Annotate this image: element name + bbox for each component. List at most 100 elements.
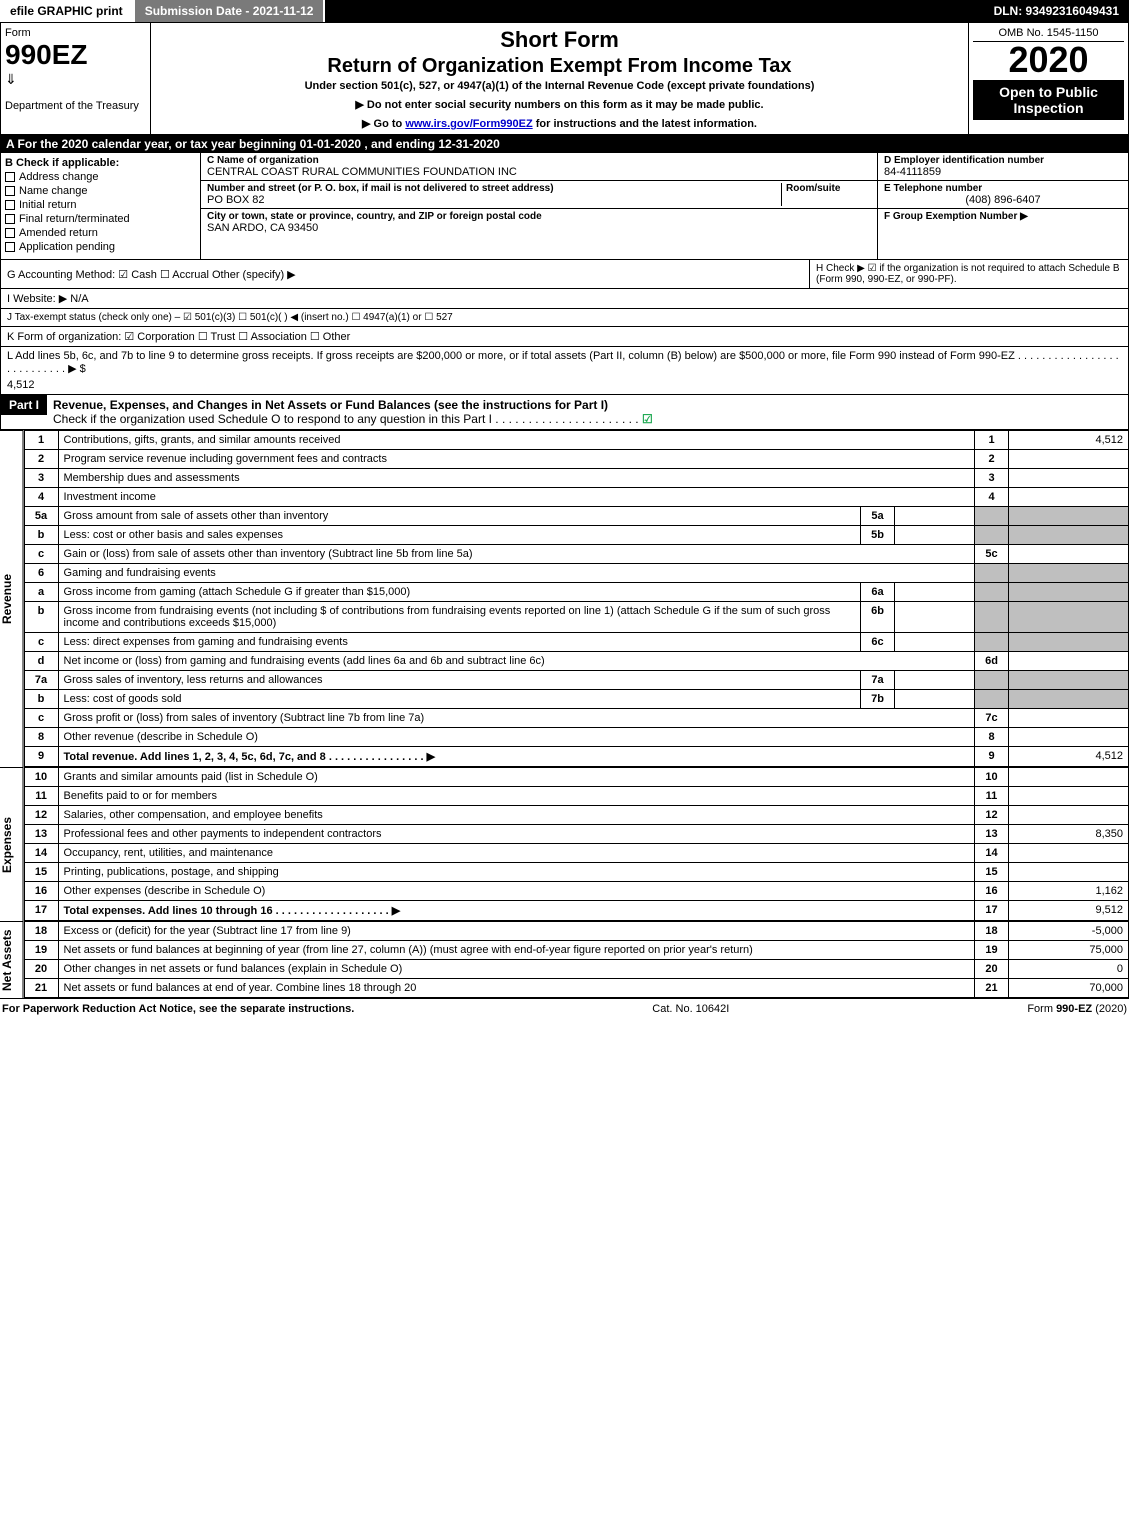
chk-initial[interactable] (5, 200, 15, 210)
title: Short Form (159, 27, 960, 53)
row-number: b (24, 602, 58, 633)
row-desc: Gross amount from sale of assets other t… (58, 507, 860, 526)
row-number: 19 (24, 941, 58, 960)
phone: (408) 896-6407 (884, 194, 1122, 206)
table-row: 13Professional fees and other payments t… (24, 825, 1128, 844)
footer-right: Form 990-EZ (2020) (1027, 1003, 1127, 1015)
amount (1009, 545, 1129, 564)
c-addr-lbl: Number and street (or P. O. box, if mail… (207, 183, 781, 194)
line-ref: 8 (975, 728, 1009, 747)
amount: 4,512 (1009, 747, 1129, 767)
d-lbl: D Employer identification number (884, 155, 1122, 166)
box-def: D Employer identification number 84-4111… (878, 153, 1128, 259)
revenue-side-label: Revenue (0, 430, 24, 767)
chk-amended[interactable] (5, 228, 15, 238)
part1-title: Revenue, Expenses, and Changes in Net As… (47, 395, 1128, 429)
row-desc: Occupancy, rent, utilities, and maintena… (58, 844, 974, 863)
row-desc: Other expenses (describe in Schedule O) (58, 882, 974, 901)
line-ref-gray (975, 583, 1009, 602)
chk-name[interactable] (5, 186, 15, 196)
line-ref: 15 (975, 863, 1009, 882)
b-item-0: Address change (19, 171, 99, 183)
goto-post: for instructions and the latest informat… (536, 118, 757, 130)
line-ref-gray (975, 507, 1009, 526)
row-desc: Grants and similar amounts paid (list in… (58, 768, 974, 787)
sub-line: 6a (861, 583, 895, 602)
part1-title-text: Revenue, Expenses, and Changes in Net As… (53, 398, 608, 412)
row-desc: Gaming and fundraising events (58, 564, 974, 583)
amount (1009, 768, 1129, 787)
table-row: 4Investment income4 (24, 488, 1128, 507)
row-number: 18 (24, 922, 58, 941)
org-addr: PO BOX 82 (207, 194, 781, 206)
line-ref-gray (975, 564, 1009, 583)
row-desc: Total revenue. Add lines 1, 2, 3, 4, 5c,… (58, 747, 974, 767)
part1-row: Part I Revenue, Expenses, and Changes in… (0, 395, 1129, 430)
row-number: 6 (24, 564, 58, 583)
line-ref: 6d (975, 652, 1009, 671)
sub-amount (895, 602, 975, 633)
row-number: 13 (24, 825, 58, 844)
efile-print-button[interactable]: efile GRAPHIC print (0, 0, 135, 22)
goto-line: ▶ Go to www.irs.gov/Form990EZ for instru… (159, 117, 960, 130)
row-number: c (24, 545, 58, 564)
irs-link[interactable]: www.irs.gov/Form990EZ (405, 118, 532, 130)
table-row: dNet income or (loss) from gaming and fu… (24, 652, 1128, 671)
line-ref: 17 (975, 901, 1009, 921)
line-ref: 16 (975, 882, 1009, 901)
chk-pending[interactable] (5, 242, 15, 252)
row-number: d (24, 652, 58, 671)
line-ref: 4 (975, 488, 1009, 507)
sub-line: 6c (861, 633, 895, 652)
row-number: 14 (24, 844, 58, 863)
expenses-block: Expenses 10Grants and similar amounts pa… (0, 767, 1129, 921)
period-bar: A For the 2020 calendar year, or tax yea… (0, 135, 1129, 153)
row-desc: Net income or (loss) from gaming and fun… (58, 652, 974, 671)
row-desc: Gross income from fundraising events (no… (58, 602, 860, 633)
revenue-block: Revenue 1Contributions, gifts, grants, a… (0, 430, 1129, 767)
amount-gray (1009, 583, 1129, 602)
b-item-1: Name change (19, 185, 88, 197)
table-row: 17Total expenses. Add lines 10 through 1… (24, 901, 1128, 921)
line-ref: 9 (975, 747, 1009, 767)
e-lbl: E Telephone number (884, 183, 1122, 194)
table-row: 5aGross amount from sale of assets other… (24, 507, 1128, 526)
box-c: C Name of organization CENTRAL COAST RUR… (201, 153, 878, 259)
amount (1009, 469, 1129, 488)
table-row: 19Net assets or fund balances at beginni… (24, 941, 1128, 960)
row-desc: Less: cost or other basis and sales expe… (58, 526, 860, 545)
row-desc: Contributions, gifts, grants, and simila… (58, 431, 974, 450)
row-desc: Benefits paid to or for members (58, 787, 974, 806)
row-desc: Net assets or fund balances at beginning… (58, 941, 974, 960)
row-desc: Printing, publications, postage, and shi… (58, 863, 974, 882)
form-id-col: Form 990EZ ⇓ Department of the Treasury (1, 23, 151, 134)
row-desc: Gross profit or (loss) from sales of inv… (58, 709, 974, 728)
dept-label: Department of the Treasury (5, 100, 146, 112)
topbar: efile GRAPHIC print Submission Date - 20… (0, 0, 1129, 22)
row-number: b (24, 526, 58, 545)
table-row: 2Program service revenue including gover… (24, 450, 1128, 469)
row-desc: Program service revenue including govern… (58, 450, 974, 469)
line-ref: 7c (975, 709, 1009, 728)
row-number: 2 (24, 450, 58, 469)
submission-date-button[interactable]: Submission Date - 2021-11-12 (135, 0, 326, 22)
table-row: 11Benefits paid to or for members11 (24, 787, 1128, 806)
year-col: OMB No. 1545-1150 2020 Open to Public In… (968, 23, 1128, 134)
table-row: 8Other revenue (describe in Schedule O)8 (24, 728, 1128, 747)
row-desc: Other revenue (describe in Schedule O) (58, 728, 974, 747)
line-k: K Form of organization: ☑ Corporation ☐ … (0, 327, 1129, 347)
b-item-5: Application pending (19, 241, 115, 253)
tax-year: 2020 (973, 42, 1124, 78)
amount-gray (1009, 564, 1129, 583)
title-col: Short Form Return of Organization Exempt… (151, 23, 968, 134)
amount: 8,350 (1009, 825, 1129, 844)
netassets-side-label: Net Assets (0, 921, 24, 998)
inspect1: Open to Public (977, 84, 1120, 100)
row-number: a (24, 583, 58, 602)
table-row: 16Other expenses (describe in Schedule O… (24, 882, 1128, 901)
row-desc: Total expenses. Add lines 10 through 16 … (58, 901, 974, 921)
chk-final[interactable] (5, 214, 15, 224)
line-ref: 1 (975, 431, 1009, 450)
line-ref: 20 (975, 960, 1009, 979)
chk-address[interactable] (5, 172, 15, 182)
